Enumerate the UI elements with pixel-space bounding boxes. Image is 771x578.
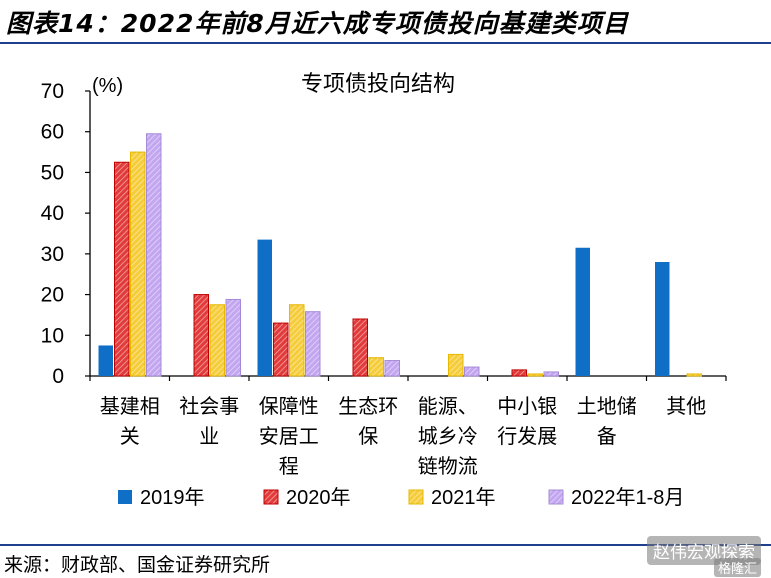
bar-3-6	[527, 373, 543, 377]
y-tick-label: 20	[41, 284, 64, 307]
x-tick-label: 保障性	[259, 394, 319, 418]
bar-4-5	[464, 366, 480, 377]
bar-3-1	[130, 151, 146, 377]
bar-4-6	[543, 371, 559, 377]
x-tick-label: 链物流	[418, 454, 478, 478]
legend-swatch	[263, 489, 279, 505]
y-axis-unit: (%)	[92, 75, 123, 97]
x-tick-label: 城乡冷	[418, 424, 478, 448]
watermark-sub-logo: 格隆汇	[713, 558, 761, 577]
title-divider	[0, 42, 771, 44]
bar-3-2	[209, 304, 225, 377]
bar-4-4	[384, 360, 400, 377]
x-tick-label: 安居工	[259, 424, 319, 448]
figure-title: 图表14：2022年前8月近六成专项债投向基建类项目	[6, 9, 629, 38]
x-tick-label: 能源、	[418, 394, 478, 418]
x-tick-label: 基建相	[100, 394, 160, 418]
bar-2-3	[273, 322, 289, 377]
legend: 2019年 2020年 2021年 2022年1-8月	[118, 486, 684, 509]
x-tick-label: 生态环	[338, 394, 398, 418]
x-tick-label: 关	[120, 424, 140, 448]
x-tick-label: 其他	[666, 394, 706, 418]
bar-4-3	[305, 311, 321, 377]
x-tick-label: 保	[358, 424, 378, 448]
bar-3-5	[448, 353, 464, 377]
y-axis: 0 10 20 30 40 50 60 70	[41, 80, 91, 388]
bar-2-4	[352, 318, 368, 377]
x-tick-label: 备	[597, 424, 617, 448]
bar-4-2	[225, 298, 241, 377]
bar-2-6	[511, 369, 527, 377]
y-tick-label: 70	[41, 80, 64, 103]
legend-label: 2020年	[286, 486, 351, 509]
legend-swatch	[548, 489, 564, 505]
legend-swatch	[118, 490, 132, 504]
legend-label: 2022年1-8月	[571, 486, 684, 509]
bar-1-7	[575, 247, 590, 376]
x-tick-label: 业	[199, 424, 219, 448]
legend-label: 2019年	[140, 486, 205, 509]
y-tick-label: 10	[41, 324, 64, 347]
bar-1-1	[98, 345, 113, 376]
y-tick-label: 30	[41, 243, 64, 266]
legend-label: 2021年	[431, 486, 496, 509]
y-tick-label: 0	[52, 365, 64, 388]
bar-1-8	[655, 262, 670, 376]
y-tick-label: 50	[41, 161, 64, 184]
bar-3-8	[686, 373, 702, 377]
figure-title-bar: 图表14：2022年前8月近六成专项债投向基建类项目	[0, 0, 771, 44]
chart-title: 专项债投向结构	[301, 72, 455, 97]
footer-divider	[0, 544, 771, 546]
source-note: 来源：财政部、国金证券研究所	[4, 554, 271, 576]
bars	[98, 133, 702, 377]
x-tick-label: 社会事	[179, 394, 239, 418]
x-tick-label: 中小银	[497, 394, 557, 418]
x-tick-label: 土地储	[577, 394, 637, 418]
x-tick-label: 行发展	[497, 424, 557, 448]
x-tick-label: 程	[279, 454, 299, 478]
bar-3-3	[289, 304, 305, 377]
bar-2-1	[114, 161, 130, 377]
bar-3-4	[368, 357, 384, 377]
y-tick-label: 40	[41, 202, 64, 225]
bar-2-2	[193, 294, 209, 377]
legend-swatch	[408, 489, 424, 505]
bar-4-1	[146, 133, 162, 377]
y-tick-label: 60	[41, 121, 64, 144]
bar-1-3	[257, 239, 272, 376]
